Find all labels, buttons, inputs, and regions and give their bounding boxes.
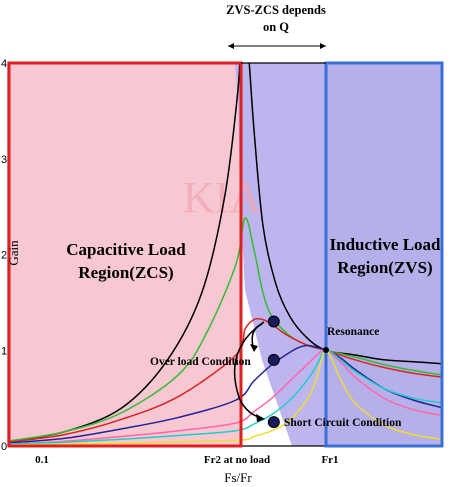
y-tick-label-2: 2 [1,250,7,262]
series-line-1 [8,63,442,442]
short-circuit-arrowhead [256,414,265,422]
over-load-arrowhead [250,344,258,352]
x-tick-label-2: Fr1 [321,454,338,466]
x-tick-label-0: 0.1 [35,454,49,466]
series-line-7 [8,349,442,446]
series-line-4 [8,344,442,444]
title-range-arrowhead-right [320,43,326,49]
y-tick-labels: 0 1 2 3 4 [1,58,7,453]
series-line-2 [8,217,442,442]
inductive-region-label-2: Region(ZVS) [337,258,432,277]
short-circuit-label: Short Circuit Condition [284,417,402,429]
watermark: KIA [183,173,261,222]
condition-marker-3 [267,416,280,429]
x-axis-label: Fs/Fr [224,470,252,485]
series-line-5 [8,349,442,445]
resonance-point [323,347,329,353]
inductive-region [326,63,442,446]
y-tick-label-4: 4 [1,58,7,70]
short-circuit-arrow [233,321,265,419]
series-line-6 [8,349,442,445]
series-layer [8,63,442,446]
y-tick-label-1: 1 [1,345,7,357]
y-tick-label-0: 0 [1,441,7,453]
zvs-zcs-transition-region [235,63,327,446]
inductive-region-label-1: Inductive Load [330,235,442,254]
x-tick-label-1: Fr2 at no load [204,454,270,466]
capacitive-region-label-1: Capacitive Load [66,240,186,259]
chart-title-line-2: on Q [263,20,289,34]
title-range-arrowhead-left [228,43,234,49]
y-tick-label-3: 3 [1,154,7,166]
marker-layer [267,315,280,429]
over-load-label: Over load Condition [150,356,251,368]
capacitive-region-label-2: Region(ZCS) [78,263,173,282]
condition-marker-1 [267,315,280,328]
inductive-region-border [324,61,444,448]
chart-title-line-1: ZVS-ZCS depends [226,3,326,17]
condition-marker-2 [267,353,280,366]
capacitive-region-border [7,61,243,448]
resonance-label: Resonance [327,326,379,338]
y-axis-label: Gain [6,240,21,266]
